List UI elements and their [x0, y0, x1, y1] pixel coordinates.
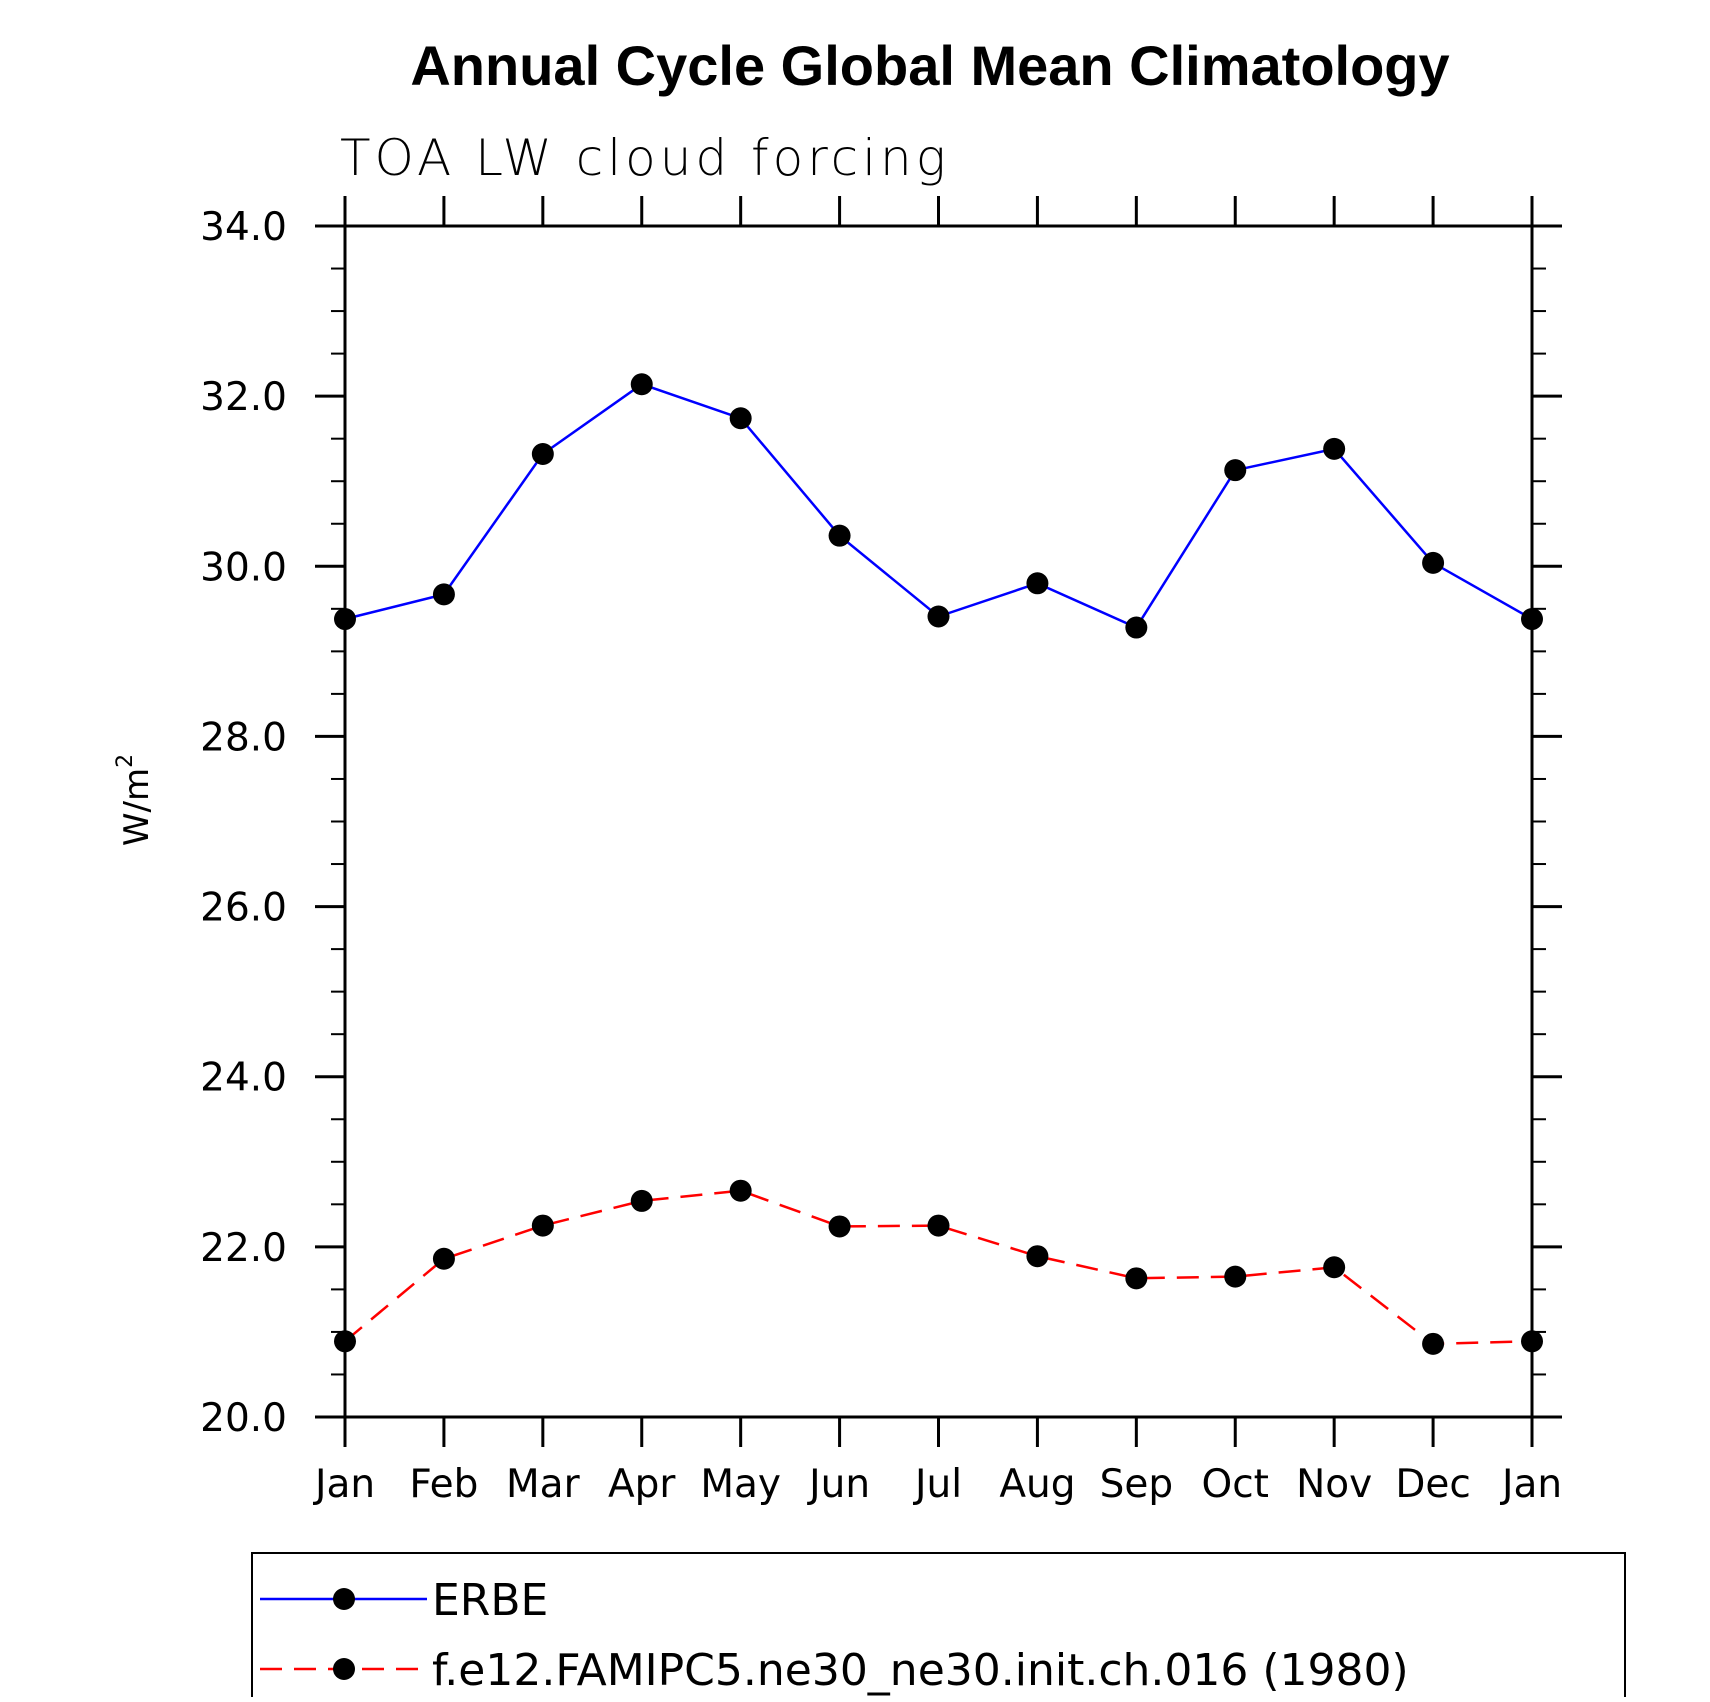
data-point [432, 1247, 455, 1270]
chart-subtitle: TOA LW cloud forcing [340, 129, 950, 187]
legend-label-0: ERBE [432, 1575, 548, 1626]
data-point [334, 608, 356, 631]
y-tick-label: 22.0 [200, 1226, 287, 1271]
data-point [1224, 1265, 1247, 1288]
data-point [630, 373, 653, 396]
x-tick-label: Jun [806, 1462, 870, 1507]
x-tick-label: Nov [1296, 1462, 1372, 1507]
data-point [828, 1215, 851, 1238]
data-point [531, 442, 554, 465]
data-point [729, 407, 752, 430]
legend-marker-1 [333, 1658, 355, 1680]
data-point [531, 1214, 554, 1237]
series-line-1 [344, 1189, 1533, 1346]
y-axis-label-text: W/m [117, 768, 157, 846]
y-tick-label: 28.0 [200, 715, 287, 760]
x-tick-label: Dec [1395, 1462, 1470, 1507]
legend-box [251, 1552, 1626, 1702]
data-point [1125, 1267, 1148, 1290]
legend: ERBE f.e12.FAMIPC5.ne30_ne30.init.ch.016 … [251, 1552, 1626, 1702]
y-tick-label: 34.0 [200, 205, 287, 250]
x-tick-label: Feb [409, 1462, 478, 1507]
data-point [1521, 1330, 1543, 1353]
data-point [1323, 1256, 1346, 1279]
data-point [729, 1179, 752, 1202]
data-point [927, 1214, 950, 1237]
data-point [630, 1189, 653, 1212]
svg-text:W/m2: W/m2 [113, 754, 157, 846]
x-tick-label: Oct [1202, 1462, 1269, 1507]
data-point [1521, 608, 1543, 631]
legend-label-1: f.e12.FAMIPC5.ne30_ne30.init.ch.016 (198… [432, 1645, 1409, 1696]
data-point [927, 605, 950, 628]
data-point [1026, 572, 1049, 595]
x-tick-label: Jan [1499, 1462, 1562, 1507]
y-tick-label: 20.0 [200, 1396, 287, 1441]
series-line-0 [344, 382, 1533, 630]
chart-title: Annual Cycle Global Mean Climatology [410, 34, 1449, 97]
data-point [334, 1330, 356, 1353]
legend-marker-0 [333, 1588, 355, 1610]
x-tick-label: Jul [912, 1462, 962, 1507]
y-tick-label: 32.0 [200, 375, 287, 420]
y-tick-label: 26.0 [200, 886, 287, 931]
data-point [1224, 459, 1247, 482]
x-tick-label: May [700, 1462, 781, 1507]
data-point [1422, 1332, 1445, 1355]
x-tick-label: Apr [608, 1462, 676, 1507]
data-point [1323, 437, 1346, 460]
y-axis-label: W/m2 [113, 754, 157, 846]
y-axis-label-superscript: 2 [113, 754, 138, 768]
series-layer [334, 373, 1543, 1355]
x-tick-label: Jan [312, 1462, 375, 1507]
data-point [1026, 1245, 1049, 1268]
y-tick-label: 30.0 [200, 545, 287, 590]
data-point [1125, 616, 1148, 639]
data-point [828, 524, 851, 547]
data-point [432, 583, 455, 606]
plot-frame [343, 224, 1534, 1419]
x-tick-label: Sep [1100, 1462, 1174, 1507]
axes: 20.0 22.0 24.0 26.0 28.0 30.0 32.0 34.0 Jan Feb Ma… [200, 196, 1562, 1507]
x-tick-label: Aug [999, 1462, 1075, 1507]
data-point [1422, 551, 1445, 574]
y-tick-label: 24.0 [200, 1056, 287, 1101]
x-tick-label: Mar [506, 1462, 581, 1507]
